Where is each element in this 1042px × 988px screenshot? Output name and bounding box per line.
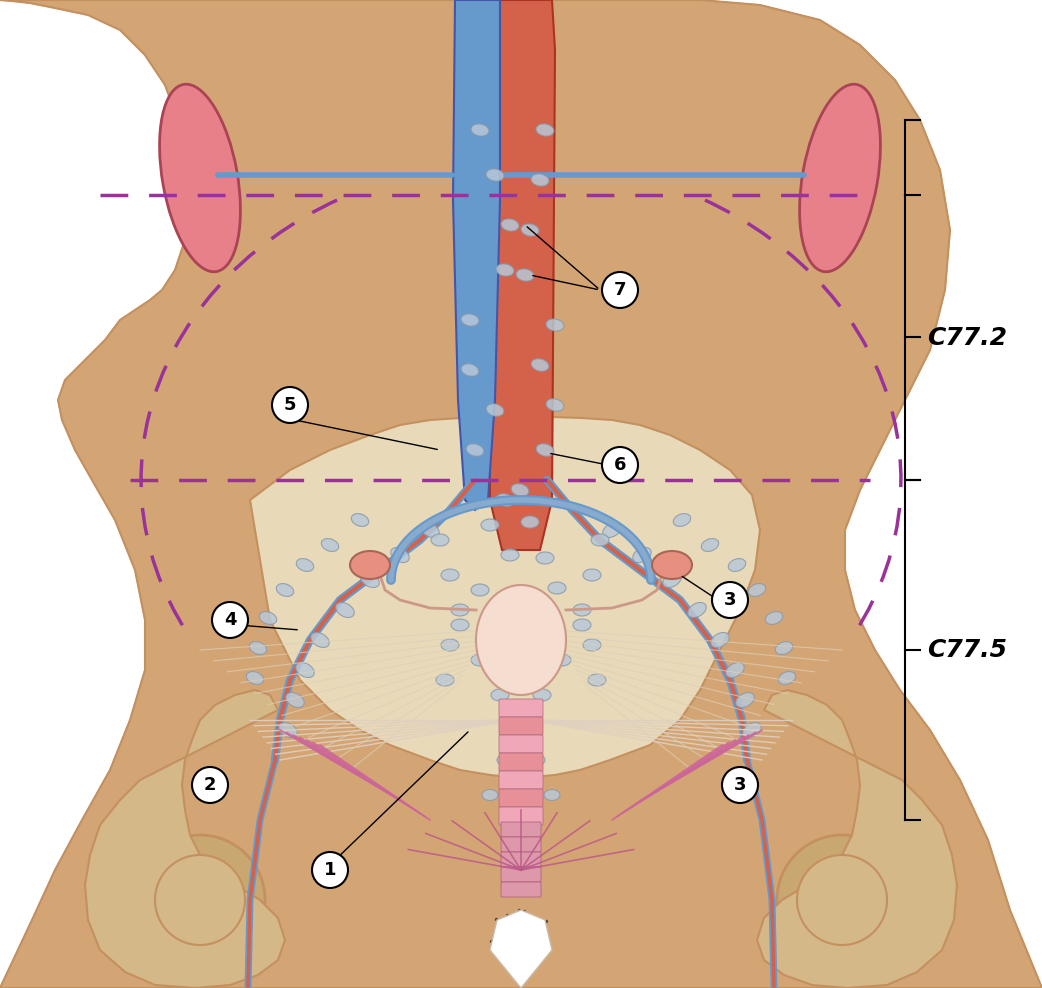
Circle shape xyxy=(797,855,887,945)
Text: 3: 3 xyxy=(724,591,737,609)
Circle shape xyxy=(192,767,228,803)
Ellipse shape xyxy=(321,538,339,551)
Ellipse shape xyxy=(159,84,241,272)
FancyBboxPatch shape xyxy=(501,882,541,897)
Ellipse shape xyxy=(584,639,601,651)
FancyBboxPatch shape xyxy=(501,867,541,882)
Ellipse shape xyxy=(548,582,566,594)
Text: C77.5: C77.5 xyxy=(927,638,1007,662)
Polygon shape xyxy=(250,417,760,778)
Ellipse shape xyxy=(743,722,762,737)
Polygon shape xyxy=(490,910,552,988)
Text: 2: 2 xyxy=(204,776,217,794)
Text: 5: 5 xyxy=(283,396,296,414)
Ellipse shape xyxy=(531,174,549,186)
Ellipse shape xyxy=(728,558,746,571)
Ellipse shape xyxy=(296,558,314,571)
Ellipse shape xyxy=(602,523,621,537)
Circle shape xyxy=(212,602,248,638)
FancyBboxPatch shape xyxy=(499,789,543,807)
Ellipse shape xyxy=(765,612,783,624)
Circle shape xyxy=(712,582,748,618)
Polygon shape xyxy=(487,0,555,550)
Text: 7: 7 xyxy=(614,281,626,299)
Ellipse shape xyxy=(391,547,410,562)
Ellipse shape xyxy=(486,169,504,181)
Ellipse shape xyxy=(688,603,706,618)
Ellipse shape xyxy=(663,572,681,588)
Circle shape xyxy=(777,835,907,965)
Ellipse shape xyxy=(431,534,449,546)
Ellipse shape xyxy=(536,124,554,136)
Ellipse shape xyxy=(775,641,793,654)
Circle shape xyxy=(135,835,265,965)
Ellipse shape xyxy=(471,584,489,596)
Ellipse shape xyxy=(501,219,519,231)
Ellipse shape xyxy=(461,314,479,326)
Ellipse shape xyxy=(471,124,489,136)
Ellipse shape xyxy=(466,444,483,456)
Ellipse shape xyxy=(276,584,294,597)
Ellipse shape xyxy=(725,663,744,678)
Ellipse shape xyxy=(736,693,754,707)
Ellipse shape xyxy=(436,674,454,686)
Ellipse shape xyxy=(491,689,508,701)
Ellipse shape xyxy=(521,224,539,236)
Ellipse shape xyxy=(441,569,458,581)
Ellipse shape xyxy=(336,603,354,618)
Text: C77.2: C77.2 xyxy=(927,325,1007,350)
Ellipse shape xyxy=(487,404,504,416)
Ellipse shape xyxy=(471,654,489,666)
Ellipse shape xyxy=(296,663,315,678)
Ellipse shape xyxy=(534,689,551,701)
Ellipse shape xyxy=(673,514,691,527)
Ellipse shape xyxy=(584,569,601,581)
Ellipse shape xyxy=(546,399,564,411)
Polygon shape xyxy=(756,690,957,988)
Ellipse shape xyxy=(537,444,554,456)
Ellipse shape xyxy=(501,549,519,561)
FancyBboxPatch shape xyxy=(499,717,543,735)
Ellipse shape xyxy=(778,672,796,685)
Ellipse shape xyxy=(497,755,513,766)
Ellipse shape xyxy=(421,523,440,537)
Ellipse shape xyxy=(451,604,469,616)
Ellipse shape xyxy=(529,755,545,766)
Ellipse shape xyxy=(531,359,549,371)
Ellipse shape xyxy=(632,547,651,562)
Ellipse shape xyxy=(286,693,304,707)
Ellipse shape xyxy=(350,551,390,579)
Ellipse shape xyxy=(513,784,529,795)
Text: 1: 1 xyxy=(324,861,337,879)
Ellipse shape xyxy=(521,516,539,528)
Ellipse shape xyxy=(513,750,529,761)
Ellipse shape xyxy=(476,585,566,695)
Polygon shape xyxy=(453,0,500,510)
Ellipse shape xyxy=(451,619,469,631)
Ellipse shape xyxy=(711,632,729,647)
FancyBboxPatch shape xyxy=(499,807,543,825)
Text: 4: 4 xyxy=(224,611,237,629)
Circle shape xyxy=(312,852,348,888)
Ellipse shape xyxy=(516,269,534,282)
Ellipse shape xyxy=(546,319,564,331)
Ellipse shape xyxy=(246,672,264,685)
Polygon shape xyxy=(85,690,286,988)
Ellipse shape xyxy=(544,789,560,800)
Ellipse shape xyxy=(588,674,606,686)
Ellipse shape xyxy=(573,619,591,631)
Circle shape xyxy=(602,272,638,308)
Polygon shape xyxy=(797,870,887,945)
Ellipse shape xyxy=(748,584,766,597)
FancyBboxPatch shape xyxy=(499,771,543,789)
FancyBboxPatch shape xyxy=(499,735,543,753)
Ellipse shape xyxy=(652,551,692,579)
Ellipse shape xyxy=(536,552,554,564)
Ellipse shape xyxy=(259,612,277,624)
Ellipse shape xyxy=(351,514,369,527)
FancyBboxPatch shape xyxy=(501,852,541,867)
FancyBboxPatch shape xyxy=(501,837,541,852)
Text: 3: 3 xyxy=(734,776,746,794)
